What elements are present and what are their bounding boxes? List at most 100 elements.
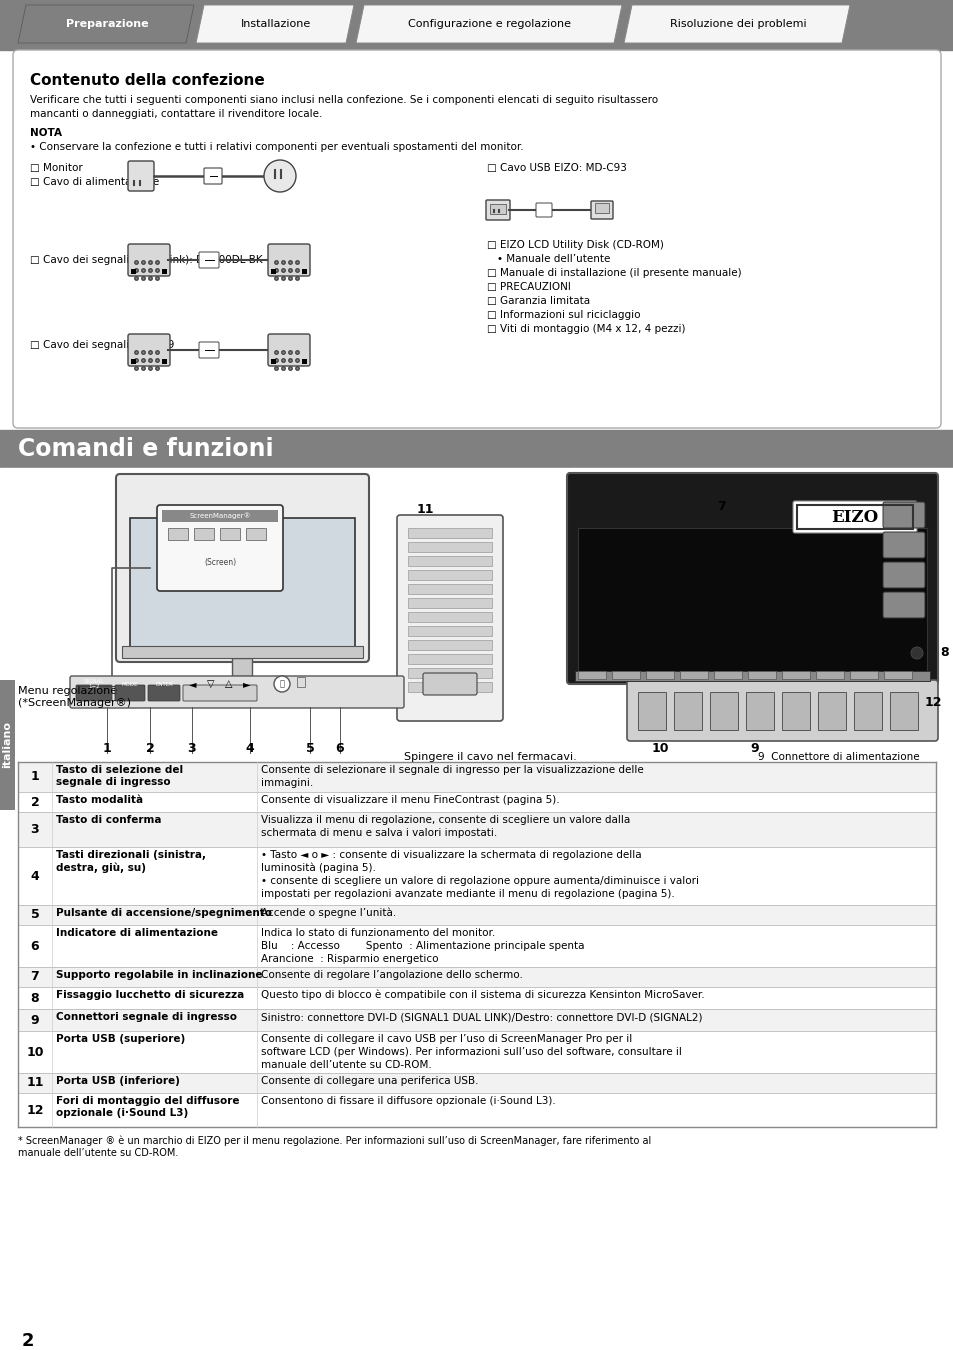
Text: SIGNAL
1−2: SIGNAL 1−2 [84,679,104,690]
FancyBboxPatch shape [199,342,219,358]
FancyBboxPatch shape [115,684,145,701]
FancyBboxPatch shape [566,472,937,684]
Bar [781,671,809,679]
FancyBboxPatch shape [76,684,112,701]
Text: italiano: italiano [2,721,12,768]
FancyBboxPatch shape [729,679,773,703]
Bar [18,761,935,792]
Text: □ Cavo dei segnali (Dual Link): DD200DL-BK: □ Cavo dei segnali (Dual Link): DD200DL-… [30,255,262,265]
Text: mancanti o danneggiati, contattare il rivenditore locale.: mancanti o danneggiati, contattare il ri… [30,109,322,119]
FancyBboxPatch shape [626,680,937,741]
Text: 3: 3 [30,824,39,836]
FancyBboxPatch shape [882,502,924,528]
Text: □ Cavo dei segnali: FD-C39: □ Cavo dei segnali: FD-C39 [30,340,174,350]
Text: (Screen): (Screen) [204,559,235,567]
Text: □ Informazioni sul riciclaggio: □ Informazioni sul riciclaggio [486,310,639,320]
Bar [815,671,843,679]
Bar [408,598,492,608]
Text: ⏻: ⏻ [279,679,284,688]
Bar [18,904,935,925]
Text: Configurazione e regolazione: Configurazione e regolazione [408,19,571,28]
Text: 6: 6 [30,940,39,953]
Bar [0,680,15,810]
Bar [0,431,953,468]
Text: 12: 12 [27,1103,44,1116]
Text: 8: 8 [30,991,39,1004]
Text: Fori di montaggio del diffusore
opzionale (i·Sound L3): Fori di montaggio del diffusore opzional… [56,1096,239,1118]
Text: Tasti direzionali (sinistra,
destra, giù, su): Tasti direzionali (sinistra, destra, giù… [56,850,206,873]
Text: ScreenManager®: ScreenManager® [189,513,251,520]
FancyBboxPatch shape [590,201,613,219]
Text: Comandi e funzioni: Comandi e funzioni [18,437,274,460]
Text: 10: 10 [651,743,668,755]
Text: NOTA: NOTA [30,128,62,138]
Text: EIZO: EIZO [830,509,878,525]
Text: Indicatore di alimentazione: Indicatore di alimentazione [56,927,218,938]
Bar [408,570,492,580]
Bar [0,468,953,760]
Bar [408,585,492,594]
Bar [168,528,188,540]
Text: 4: 4 [30,869,39,883]
Text: ►: ► [243,679,251,688]
FancyBboxPatch shape [128,161,153,190]
Bar [408,528,492,539]
Text: Pulsante di accensione/spegnimento: Pulsante di accensione/spegnimento [56,909,272,918]
Text: □ EIZO LCD Utility Disk (CD-ROM): □ EIZO LCD Utility Disk (CD-ROM) [486,240,663,250]
Bar [709,693,738,730]
Text: Supporto regolabile in inclinazione: Supporto regolabile in inclinazione [56,971,262,980]
Text: 2: 2 [146,743,154,755]
Bar [122,647,363,657]
Text: ENTER: ENTER [155,682,172,687]
Text: Consente di collegare il cavo USB per l’uso di ScreenManager Pro per il
software: Consente di collegare il cavo USB per l’… [261,1034,681,1069]
Text: Consente di visualizzare il menu FineContrast (pagina 5).: Consente di visualizzare il menu FineCon… [261,795,559,805]
FancyBboxPatch shape [422,674,476,695]
Text: Sinistro: connettore DVI-D (SIGNAL1 DUAL LINK)/Destro: connettore DVI-D (SIGNAL2: Sinistro: connettore DVI-D (SIGNAL1 DUAL… [261,1012,701,1022]
Text: ◄: ◄ [189,679,196,688]
Text: 7: 7 [30,971,39,984]
Bar [408,541,492,552]
Bar [490,204,505,215]
Polygon shape [18,5,193,43]
Bar [131,269,136,274]
Text: 9: 9 [750,743,759,755]
Bar [18,925,935,967]
Bar [162,510,277,522]
Text: □ Cavo USB EIZO: MD-C93: □ Cavo USB EIZO: MD-C93 [486,163,626,173]
FancyBboxPatch shape [268,333,310,366]
Bar [883,671,911,679]
Bar [781,693,809,730]
Bar [408,640,492,649]
Circle shape [910,647,923,659]
Polygon shape [195,5,354,43]
Text: Visualizza il menu di regolazione, consente di scegliere un valore dalla
scherma: Visualizza il menu di regolazione, conse… [261,815,630,838]
Text: Tasto di selezione del
segnale di ingresso: Tasto di selezione del segnale di ingres… [56,765,183,787]
Bar [575,671,929,680]
Text: 11: 11 [27,1076,44,1089]
Text: Accende o spegne l’unità.: Accende o spegne l’unità. [261,909,395,918]
Text: 9: 9 [30,1014,39,1026]
Text: Questo tipo di blocco è compatibile con il sistema di sicurezza Kensinton MicroS: Questo tipo di blocco è compatibile con … [261,990,704,1000]
Text: 6: 6 [335,743,344,755]
Text: 5: 5 [30,909,39,922]
FancyBboxPatch shape [689,705,813,725]
Bar [220,528,240,540]
FancyBboxPatch shape [396,514,502,721]
Bar [673,693,701,730]
Bar [638,693,665,730]
Bar [18,1031,935,1073]
Text: Contenuto della confezione: Contenuto della confezione [30,73,265,88]
Bar [796,505,912,529]
FancyBboxPatch shape [157,505,283,591]
Bar [302,269,307,274]
Bar [408,653,492,664]
Text: 5: 5 [305,743,314,755]
Text: 4: 4 [245,743,254,755]
Bar [612,671,639,679]
Bar [578,528,926,674]
Circle shape [274,676,290,693]
Text: • Tasto ◄ o ► : consente di visualizzare la schermata di regolazione della
lumin: • Tasto ◄ o ► : consente di visualizzare… [261,850,699,899]
FancyBboxPatch shape [128,244,170,275]
FancyBboxPatch shape [536,202,552,217]
Bar [408,556,492,566]
